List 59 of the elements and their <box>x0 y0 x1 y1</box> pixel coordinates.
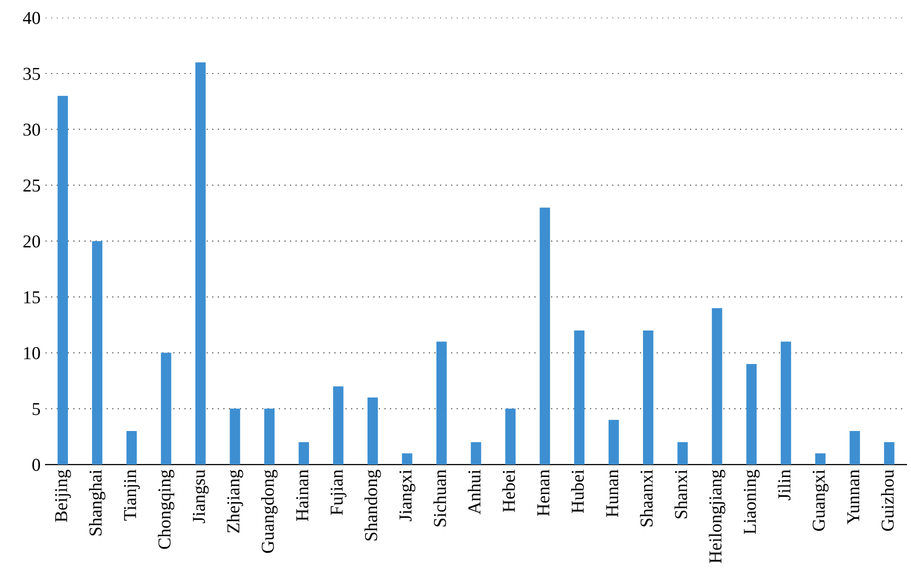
x-tick-label: Hebei <box>502 470 515 512</box>
bar <box>815 453 826 465</box>
bar <box>884 442 894 465</box>
x-tick-label: Sichuan <box>433 470 446 526</box>
x-tick-label: Henan <box>537 470 550 516</box>
x-tick-label: Heilongjiang <box>708 470 726 564</box>
y-tick-label: 25 <box>23 180 40 192</box>
x-tick-label: Anhui <box>468 470 481 514</box>
x-tick-label: Hainan <box>296 470 308 522</box>
x-tick-label: Fujian <box>330 470 346 516</box>
x-tick-label: Liaoning <box>744 470 760 534</box>
y-tick-label: 0 <box>32 458 40 471</box>
x-tick-label: Shaanxi <box>640 470 653 526</box>
bar <box>58 96 68 465</box>
bar <box>746 364 757 465</box>
x-tick-label: Zhejiang <box>226 470 244 533</box>
y-tick-label: 15 <box>24 291 40 304</box>
bar <box>712 308 722 465</box>
x-tick-label: Guangdong <box>261 470 278 553</box>
bar <box>298 442 309 465</box>
bar <box>264 408 275 465</box>
y-tick-label: 40 <box>22 12 40 24</box>
y-tick-label: 5 <box>32 403 40 416</box>
x-tick-label: Jiangsu <box>192 470 209 524</box>
x-tick-label: Beijing <box>55 470 71 522</box>
x-tick-label: Chongqing <box>158 470 174 549</box>
bar <box>608 420 619 465</box>
x-tick-label: Hubei <box>571 470 584 513</box>
bar <box>333 386 344 465</box>
bar <box>92 241 102 465</box>
bar <box>195 62 206 465</box>
bar <box>677 442 688 465</box>
bar <box>505 408 516 465</box>
y-tick-label: 10 <box>24 347 40 360</box>
bar <box>230 408 240 465</box>
bar <box>574 330 584 465</box>
x-tick-label: Tianjin <box>124 470 140 521</box>
x-tick-label: Jilin <box>778 470 790 500</box>
bar <box>643 330 654 465</box>
x-tick-label: Guizhou <box>881 470 894 531</box>
x-tick-label: Hunan <box>606 470 618 517</box>
bar <box>160 352 172 465</box>
x-tick-label: Guangxi <box>812 470 829 531</box>
x-tick-label: Yunnan <box>847 470 860 524</box>
y-tick-label: 35 <box>23 68 40 80</box>
x-tick-label: Shanxi <box>674 470 688 518</box>
bar <box>850 431 860 465</box>
y-tick-label: 30 <box>23 124 40 136</box>
y-tick-label: 20 <box>23 235 40 248</box>
bar <box>436 342 447 465</box>
x-tick-label: Jiangxi <box>399 470 416 522</box>
bar <box>780 342 792 465</box>
x-tick-label: Shanghai <box>88 470 106 536</box>
bar <box>540 208 550 465</box>
x-tick-label: Shandong <box>364 470 381 540</box>
bar <box>368 397 378 465</box>
bar <box>470 442 482 465</box>
bar <box>126 431 137 465</box>
bar <box>402 453 412 465</box>
